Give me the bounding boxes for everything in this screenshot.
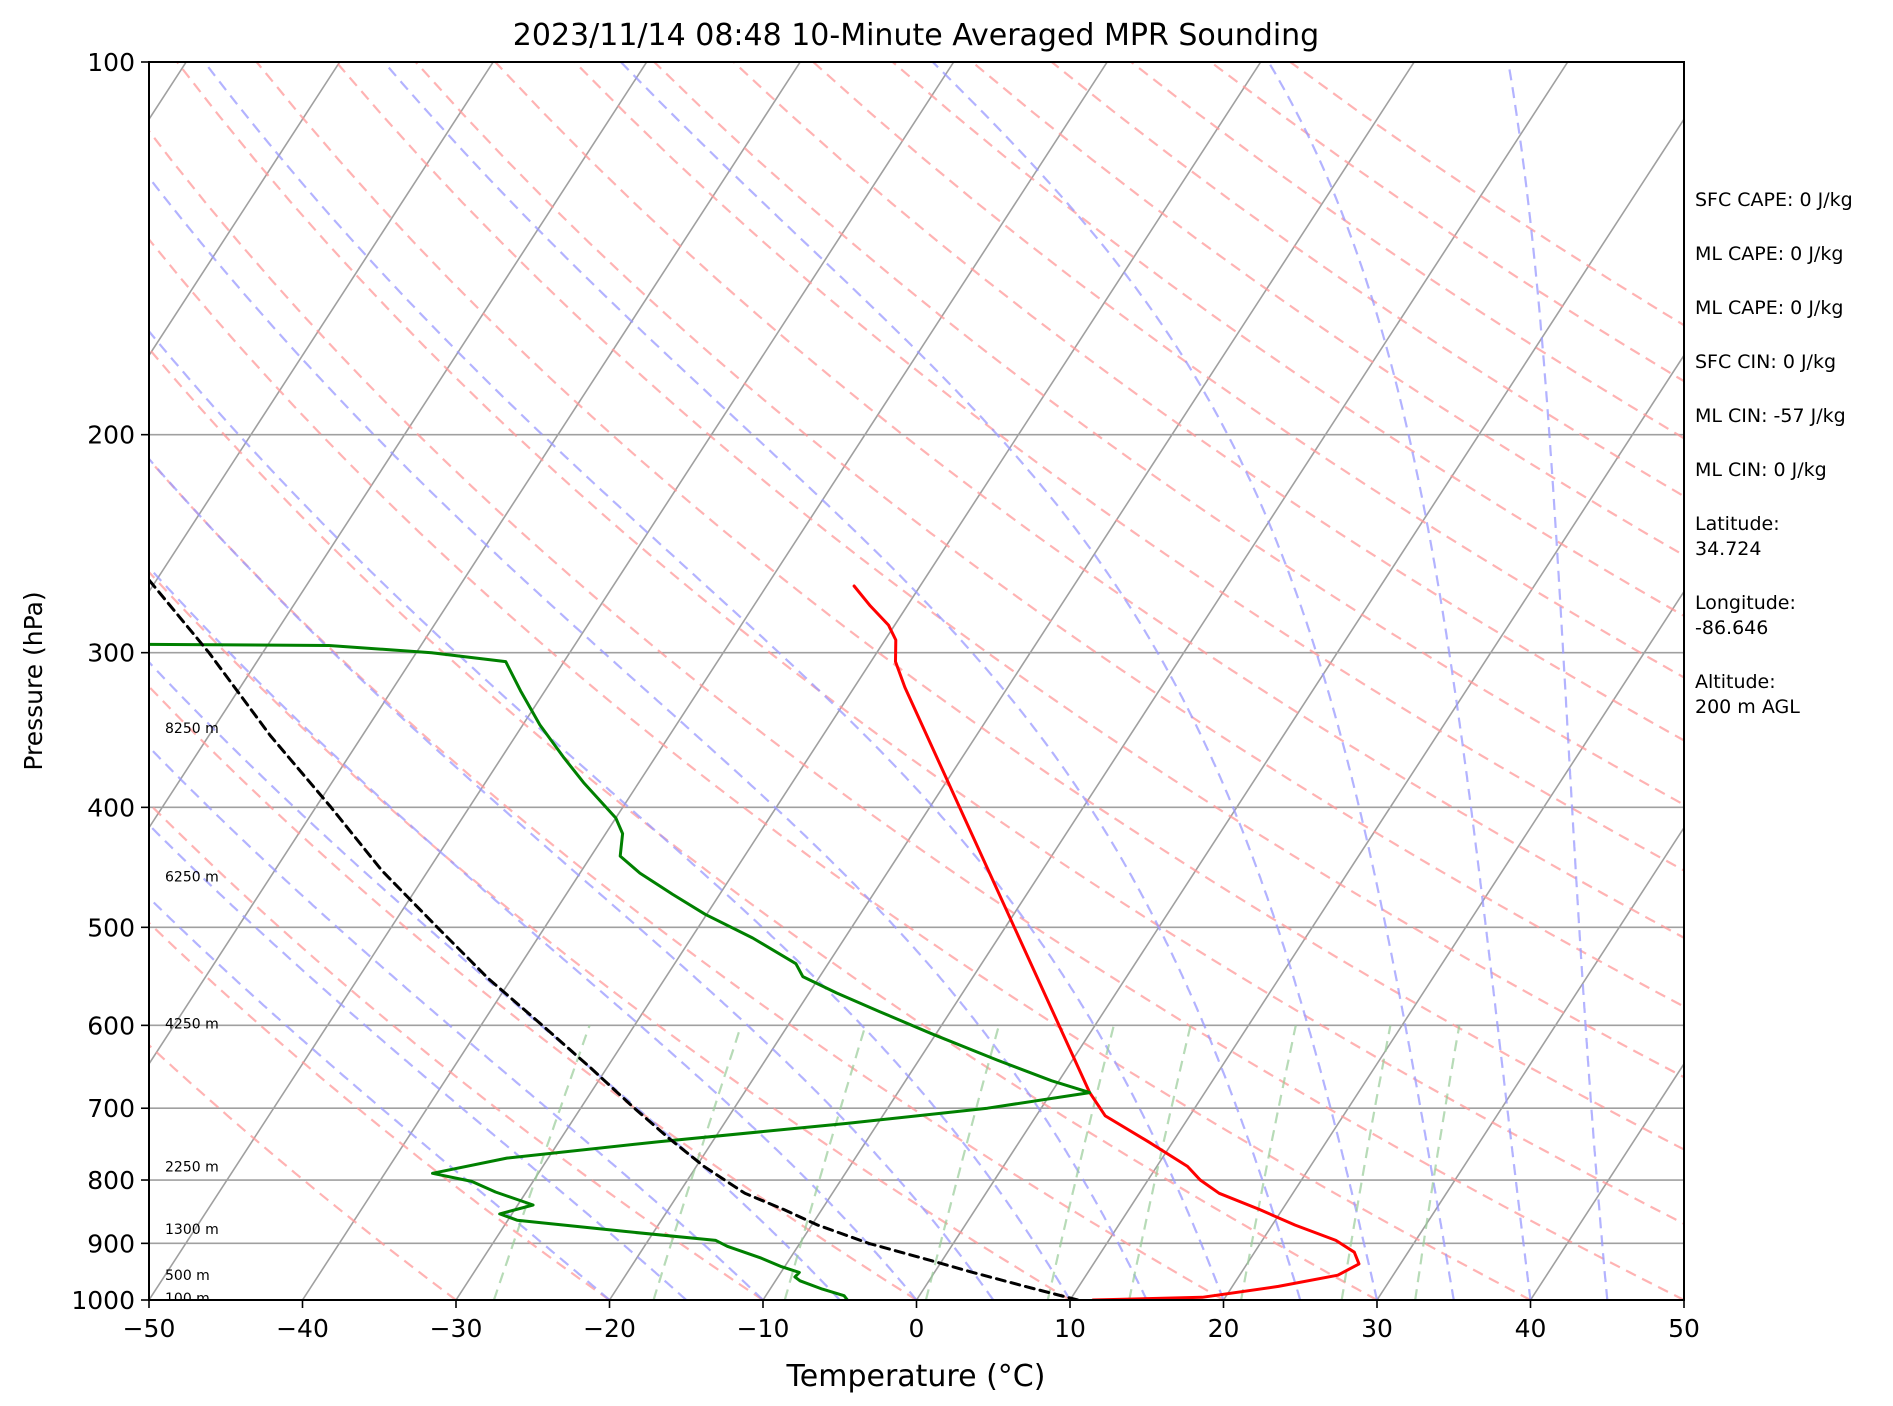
y-tick-label: 700	[87, 1094, 135, 1123]
temperature-profile-line	[852, 584, 1361, 1300]
isotherm-line	[149, 62, 955, 1300]
dry-adiabat-line	[149, 685, 918, 1300]
moist-adiabat-line	[149, 329, 1071, 1300]
x-tick-label: −40	[276, 1314, 329, 1343]
height-label: 6250 m	[165, 870, 219, 886]
y-tick-label: 800	[87, 1166, 135, 1195]
isotherm-line	[301, 62, 1108, 1300]
moist-adiabat-line	[931, 62, 1455, 1300]
x-tick-label: 10	[1054, 1314, 1086, 1343]
moist-adiabat-line	[149, 175, 1148, 1300]
isotherm-line	[149, 62, 494, 594]
height-label: 4250 m	[165, 1017, 219, 1033]
isotherm-line	[1222, 590, 1684, 1300]
y-tick-label: 1000	[71, 1286, 135, 1315]
x-tick-label: 30	[1361, 1314, 1393, 1343]
mixing-ratio-line	[1128, 1025, 1192, 1300]
x-tick-label: 50	[1668, 1314, 1700, 1343]
moist-adiabat-line	[620, 62, 1379, 1300]
mixing-ratio-line	[1340, 1025, 1392, 1300]
moist-adiabat-line	[149, 660, 841, 1300]
isotherm-line	[149, 62, 801, 1066]
isotherm-line	[762, 62, 1569, 1300]
isotherm-line	[608, 62, 1415, 1300]
x-axis-label: Temperature (°C)	[786, 1359, 1046, 1394]
isotherm-line	[149, 62, 648, 830]
y-tick-label: 600	[87, 1011, 135, 1040]
moist-adiabat-line	[1507, 62, 1609, 1300]
ml-cape-text: ML CAPE: 0 J/kg	[1695, 297, 1844, 319]
height-label: 100 m	[165, 1291, 210, 1307]
y-tick-label: 200	[87, 421, 135, 450]
x-tick-label: −30	[430, 1314, 483, 1343]
dry-adiabat-line	[732, 62, 1684, 742]
ml-cin-text: ML CIN: -57 J/kg	[1695, 405, 1846, 427]
isotherm-line	[1069, 353, 1684, 1300]
dry-adiabat-line	[149, 129, 1684, 1300]
moist-adiabat-line	[1267, 62, 1532, 1300]
isotherm-line	[915, 117, 1684, 1300]
mixing-ratio-line	[1046, 1025, 1115, 1300]
dry-adiabat-line	[255, 62, 1684, 1151]
x-tick-label: 20	[1208, 1314, 1240, 1343]
sfc-cin-text: SFC CIN: 0 J/kg	[1695, 351, 1837, 373]
mixing-ratio-line	[1414, 1025, 1461, 1300]
height-label: 8250 m	[165, 721, 219, 737]
altitude-text: Altitude: 200 m AGL	[1695, 671, 1800, 718]
dewpoint-profile-line	[149, 642, 1092, 1300]
isotherm-line	[1529, 1062, 1684, 1300]
moist-adiabat-line	[149, 745, 764, 1300]
parcel-profile-line	[149, 578, 1080, 1300]
dry-adiabat-line	[176, 62, 1684, 1225]
y-tick-label: 900	[87, 1229, 135, 1258]
dry-adiabat-line	[335, 62, 1684, 1079]
isotherm-line	[455, 62, 1262, 1300]
moist-adiabat-line	[383, 62, 1302, 1300]
dry-adiabat-line	[149, 457, 1225, 1300]
height-label: 500 m	[165, 1268, 210, 1284]
dry-adiabat-line	[149, 921, 611, 1300]
dry-adiabat-line	[149, 347, 1378, 1300]
isotherm-line	[149, 62, 341, 357]
isotherm-line	[1376, 826, 1684, 1300]
sfc-cape-text: SFC CAPE: 0 J/kg	[1695, 189, 1853, 211]
moist-adiabat-line	[149, 457, 995, 1300]
mixing-ratio-line	[783, 1025, 867, 1300]
y-tick-label: 500	[87, 913, 135, 942]
height-label: 1300 m	[165, 1222, 219, 1238]
x-tick-label: −50	[123, 1314, 176, 1343]
moist-adiabat-line	[149, 565, 918, 1300]
mixing-ratio-line	[492, 1025, 591, 1300]
dry-adiabat-line	[149, 570, 1071, 1300]
latitude-text: Latitude: 34.724	[1695, 513, 1780, 560]
moist-adiabat-line	[203, 62, 1225, 1300]
y-tick-label: 100	[87, 48, 135, 77]
x-tick-label: −20	[583, 1314, 636, 1343]
chart-title: 2023/11/14 08:48 10-Minute Averaged MPR …	[513, 18, 1319, 53]
dry-adiabat-line	[149, 801, 764, 1300]
ml-cape-text: ML CAPE: 0 J/kg	[1695, 243, 1844, 265]
y-tick-label: 300	[87, 639, 135, 668]
mixing-ratio-line	[924, 1025, 1000, 1300]
longitude-text: Longitude: -86.646	[1695, 592, 1796, 639]
moist-adiabat-line	[149, 823, 688, 1300]
mixing-ratio-line	[652, 1025, 743, 1300]
x-tick-label: 0	[909, 1314, 925, 1343]
mixing-ratio-line	[1240, 1025, 1297, 1300]
x-tick-label: 40	[1515, 1314, 1547, 1343]
height-label: 2250 m	[165, 1159, 219, 1175]
ml-cin-text: ML CIN: 0 J/kg	[1695, 459, 1827, 481]
y-tick-label: 400	[87, 793, 135, 822]
dry-adiabat-line	[149, 237, 1532, 1300]
x-tick-label: −10	[737, 1314, 790, 1343]
dry-adiabat-line	[891, 62, 1684, 618]
dry-adiabat-line	[414, 62, 1684, 1008]
dry-adiabat-line	[573, 62, 1684, 872]
sounding-parameters: SFC CAPE: 0 J/kg ML CAPE: 0 J/kg ML CAPE…	[1695, 188, 1885, 749]
y-axis-label: Pressure (hPa)	[19, 591, 48, 770]
